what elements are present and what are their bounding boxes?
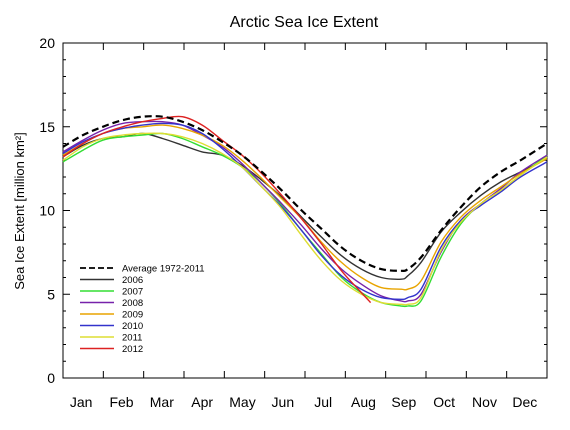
x-tick-label: Mar [150, 394, 174, 410]
x-tick-label: Apr [191, 394, 213, 410]
legend-label: 2010 [122, 321, 143, 332]
legend-label: Average 1972-2011 [122, 264, 205, 275]
y-tick-label: 10 [39, 203, 55, 219]
legend-label: 2012 [122, 344, 143, 355]
chart-title: Arctic Sea Ice Extent [230, 14, 379, 31]
y-axis-label: Sea Ice Extent [million km²] [12, 132, 27, 290]
series-line-2006 [62, 132, 548, 280]
x-tick-label: Jun [272, 394, 295, 410]
y-axis-ticks: 0 5 10 15 20 [39, 35, 547, 386]
legend-label: 2007 [122, 287, 143, 298]
y-tick-label: 5 [47, 286, 55, 302]
x-tick-label: Aug [351, 394, 376, 410]
series-line-2012 [62, 115, 372, 304]
series-line-2010 [62, 122, 548, 300]
x-tick-label: Oct [433, 394, 455, 410]
legend-label: 2011 [122, 333, 142, 344]
series-line-average-1972-2011 [62, 115, 548, 272]
legend: Average 1972-201120062007200820092010201… [80, 264, 205, 355]
legend-label: 2009 [122, 310, 143, 321]
x-tick-label: May [229, 394, 255, 410]
x-tick-label: Sep [391, 394, 416, 410]
x-tick-label: Feb [109, 394, 133, 410]
series-lines [62, 115, 548, 308]
x-axis-ticks: Jan Feb Mar Apr May Jun Jul Aug Sep Oct Nov Dec [70, 43, 537, 410]
series-line-2011 [62, 132, 548, 306]
x-tick-label: Jan [70, 394, 93, 410]
legend-label: 2006 [122, 275, 143, 286]
x-tick-label: Jul [314, 394, 332, 410]
x-tick-label: Nov [472, 394, 497, 410]
y-tick-label: 20 [39, 35, 55, 51]
y-tick-label: 15 [39, 119, 55, 135]
y-tick-label: 0 [47, 370, 55, 386]
x-tick-label: Dec [512, 394, 537, 410]
legend-label: 2008 [122, 298, 143, 309]
